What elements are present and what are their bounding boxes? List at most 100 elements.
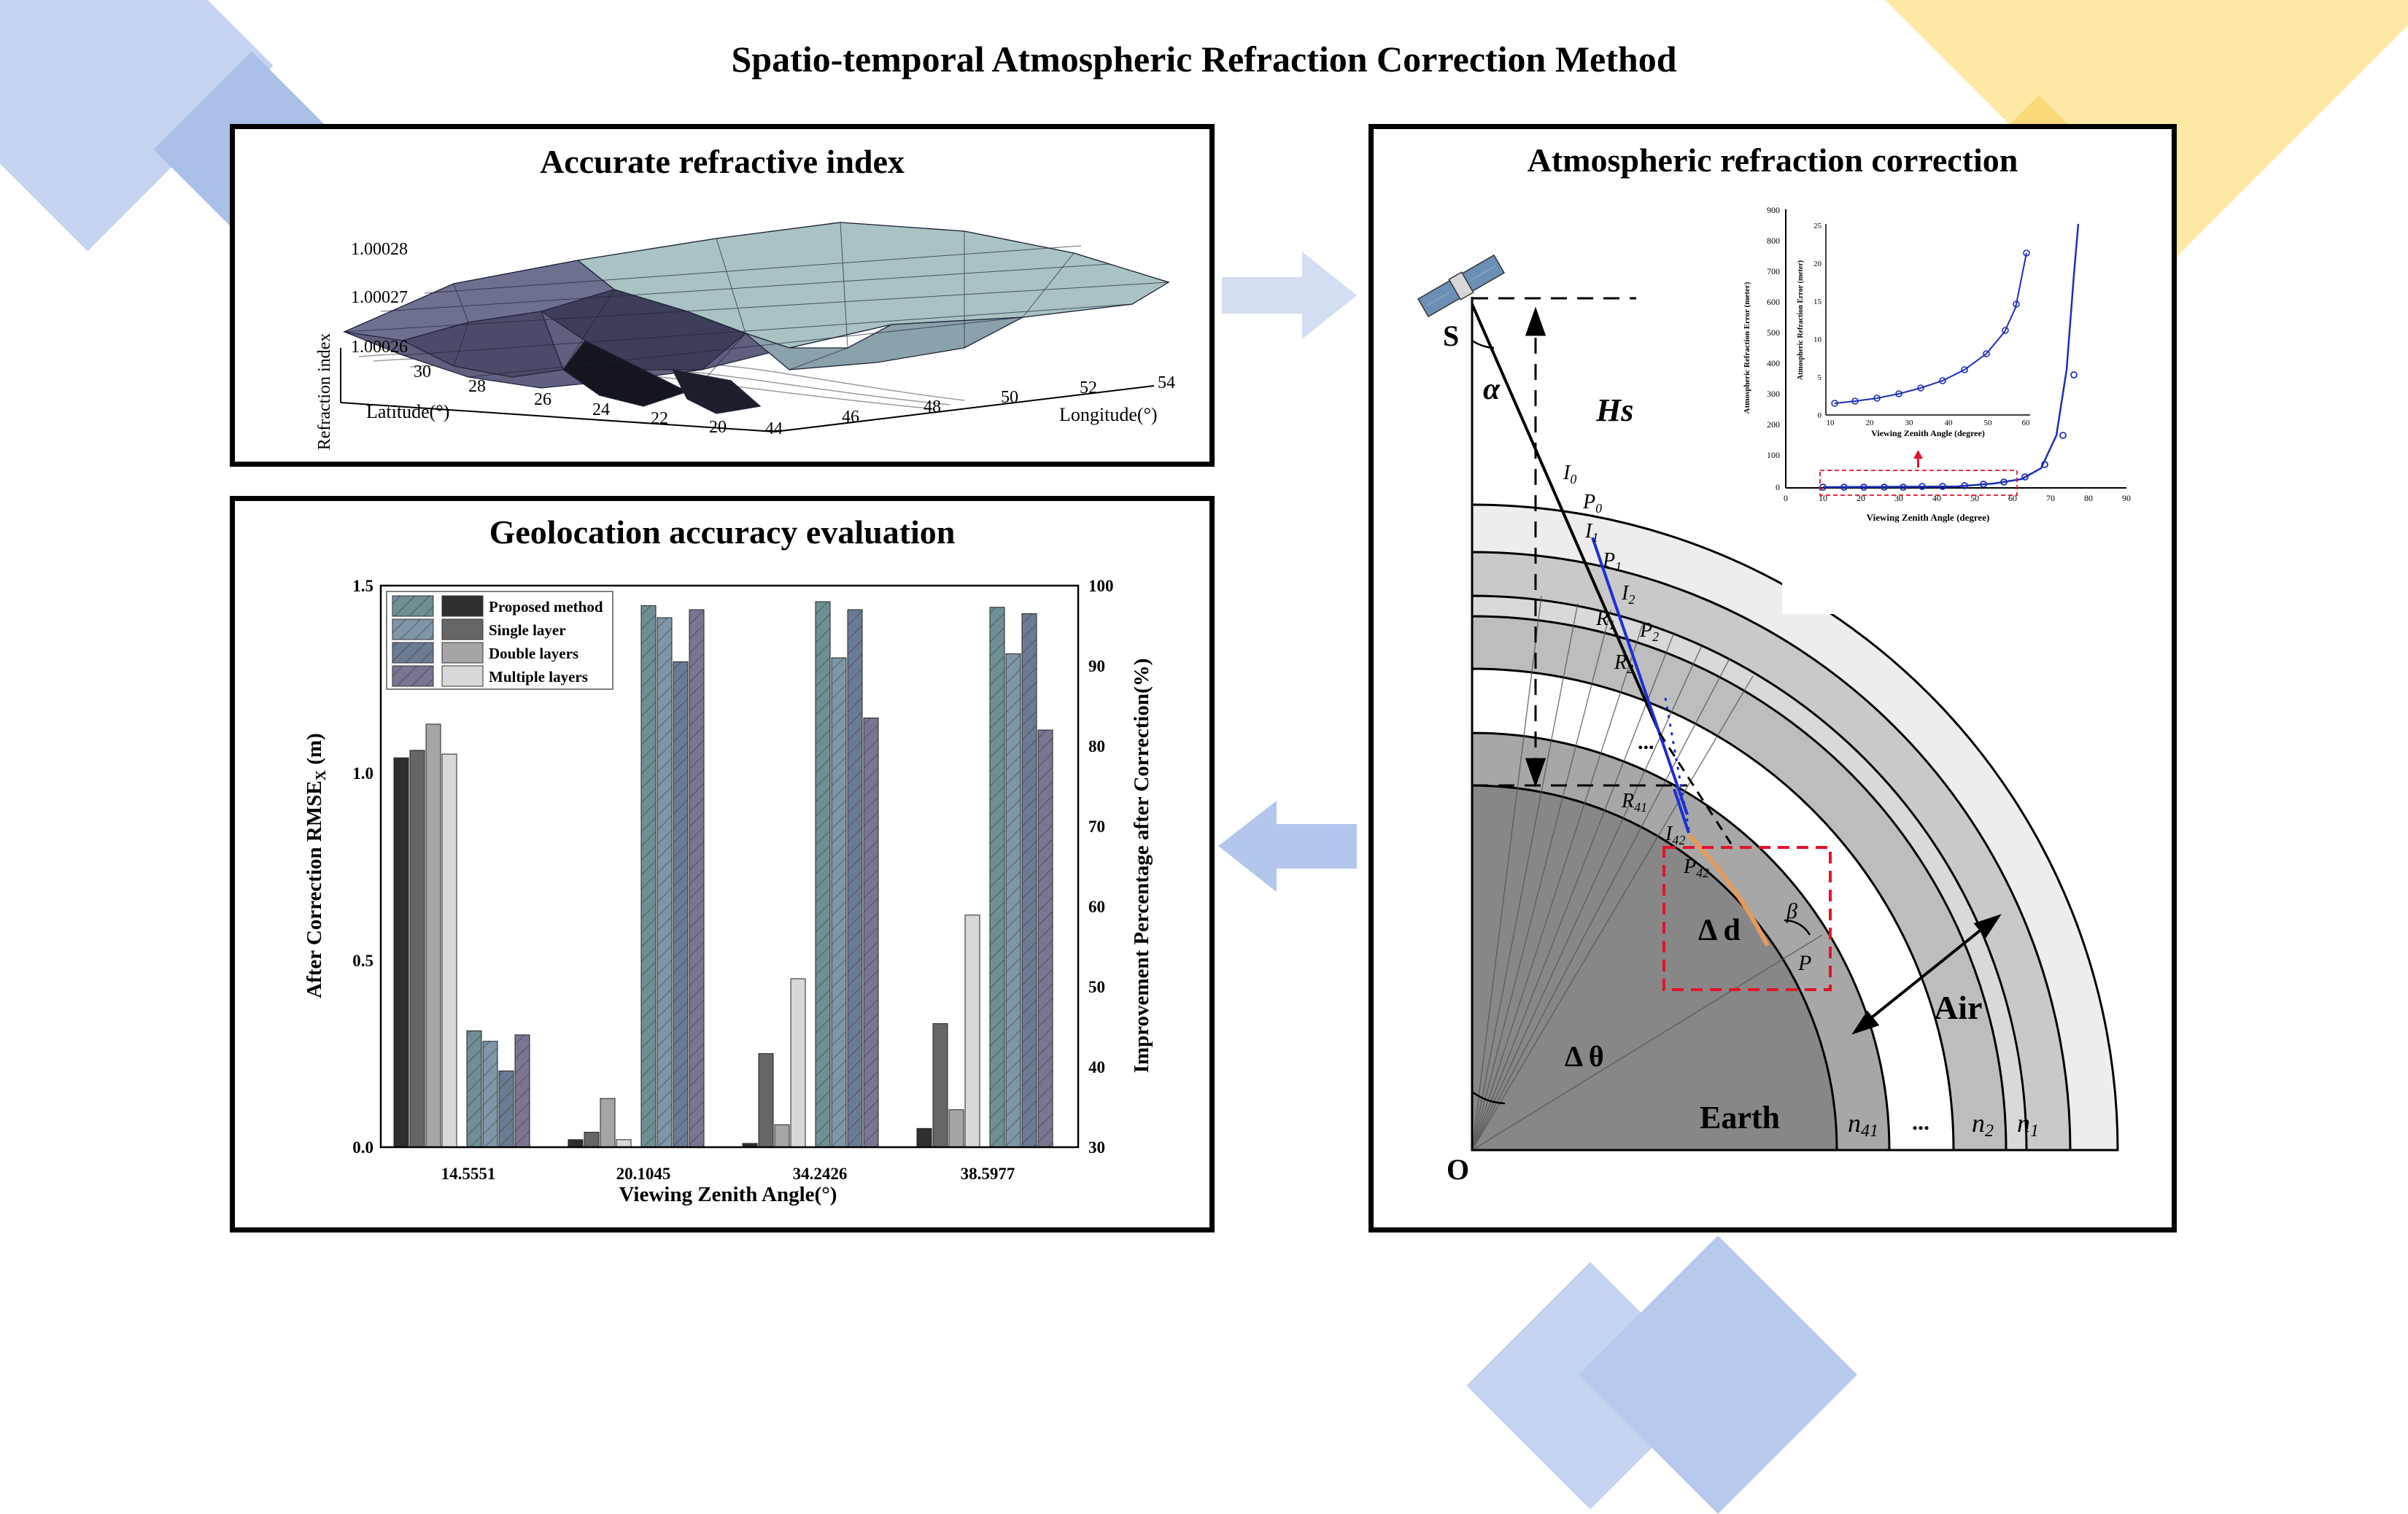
y2-tick-30: 30 <box>1088 1138 1105 1157</box>
bar-multiple-layers-2 <box>790 978 806 1148</box>
svg-text:700: 700 <box>1767 266 1780 276</box>
y-axis-label-unit: (m) <box>303 733 326 770</box>
svg-text:0: 0 <box>1784 493 1788 503</box>
air-thickness-arrow-icon <box>1851 914 2002 1035</box>
bar-hatch-0-1 <box>641 605 656 1147</box>
y-tick-3: 1.5 <box>352 577 373 595</box>
y-tick-0: 0.0 <box>352 1138 373 1157</box>
svg-text:600: 600 <box>1767 297 1780 307</box>
svg-text:50: 50 <box>1984 419 1993 427</box>
svg-text:30: 30 <box>1905 419 1914 427</box>
arrow-right-icon <box>1222 252 1357 339</box>
inset-inner-yticks: 25 20 15 10 5 0 <box>1813 222 1822 420</box>
bar-proposed-method-1 <box>568 1139 584 1148</box>
y2-ticks: 30 40 50 60 70 80 90 100 <box>1088 577 1114 1157</box>
x-tick-2: 20.1045 <box>616 1165 671 1183</box>
svg-text:80: 80 <box>2084 493 2093 503</box>
svg-text:5: 5 <box>1818 373 1822 382</box>
label-n1: n1 <box>2017 1109 2039 1141</box>
y2-tick-40: 40 <box>1088 1058 1105 1076</box>
hs-arrow-icon <box>1525 306 1546 788</box>
lon-axis-label: Longitude(°) <box>1059 404 1158 425</box>
bar-hatch-2-1 <box>673 661 688 1147</box>
svg-text:0: 0 <box>1818 411 1822 420</box>
y2-tick-50: 50 <box>1088 978 1105 996</box>
svg-text:20: 20 <box>1813 260 1822 268</box>
inset-error-chart: Atmospheric Refraction Error (meter) Vie… <box>1743 205 2140 614</box>
label-delta-theta: Δ θ <box>1565 1040 1604 1073</box>
geolocation-bar-chart: Proposed method Single layer Double laye… <box>303 577 1153 1206</box>
y2-tick-80: 80 <box>1088 737 1105 756</box>
label-ray-dots: ... <box>1638 730 1654 754</box>
y-axis-label-sub: X <box>313 769 329 780</box>
inset-inner-xticks: 10 20 30 40 50 60 <box>1827 419 2031 427</box>
label-delta-d: Δ d <box>1698 914 1741 947</box>
bar-single-layer-2 <box>758 1053 774 1148</box>
refractive-index-panel: Accurate refractive index <box>230 124 1215 467</box>
bar-multiple-layers-0 <box>441 753 457 1148</box>
label-P42: P42 <box>1683 855 1709 880</box>
lon-tick-54: 54 <box>1158 373 1175 392</box>
svg-text:40: 40 <box>1945 419 1954 427</box>
ray-path <box>1471 303 1770 947</box>
bar-proposed-method-3 <box>916 1127 932 1148</box>
legend-proposed: Proposed method <box>489 598 603 616</box>
bar-hatch-3-1 <box>689 610 704 1147</box>
bar-single-layer-3 <box>932 1023 948 1148</box>
lat-tick-24: 24 <box>592 400 610 419</box>
svg-text:400: 400 <box>1767 358 1780 368</box>
atmosphere-layers <box>1471 503 2119 1152</box>
page-title: Spatio-temporal Atmospheric Refraction C… <box>731 39 1677 79</box>
label-P0: P0 <box>1582 491 1602 516</box>
svg-text:10: 10 <box>1827 419 1835 427</box>
label-S: S <box>1443 319 1459 352</box>
bar-hatch-2-0 <box>499 1071 514 1147</box>
y2-tick-60: 60 <box>1088 898 1105 916</box>
label-I1: I1 <box>1584 520 1598 545</box>
delta-theta-arc <box>1471 1090 1506 1105</box>
satellite-icon <box>1417 254 1505 318</box>
inset-outer-yticks: 900 800 700 600 500 400 300 200 100 0 <box>1767 205 1780 492</box>
y2-tick-70: 70 <box>1088 818 1105 836</box>
svg-text:10: 10 <box>1813 335 1822 344</box>
label-R1: R1 <box>1595 607 1615 632</box>
bar-hatch-1-2 <box>832 658 846 1147</box>
svg-text:20: 20 <box>1866 419 1875 427</box>
bar-double-layers-0 <box>425 723 441 1148</box>
zoom-box <box>1662 846 1832 991</box>
bar-hatch-2-3 <box>1022 613 1037 1147</box>
svg-text:200: 200 <box>1767 419 1780 430</box>
x-axis-label: Viewing Zenith Angle(°) <box>619 1183 837 1206</box>
svg-text:30: 30 <box>1894 493 1903 503</box>
bar-proposed-method-0 <box>393 757 409 1148</box>
geolocation-panel: Geolocation accuracy evaluation Proposed… <box>230 496 1215 1232</box>
z-tick-1: 1.00028 <box>351 240 408 259</box>
inset-outer-xlabel: Viewing Zenith Angle (degree) <box>1867 512 1990 523</box>
legend-multiple: Multiple layers <box>489 668 588 686</box>
chart-legend: Proposed method Single layer Double laye… <box>386 591 613 690</box>
svg-text:60: 60 <box>2008 493 2017 503</box>
bar-hatch-3-2 <box>864 718 878 1147</box>
svg-text:50: 50 <box>1970 493 1979 503</box>
bar-hatch-1-1 <box>657 618 672 1147</box>
z-tick-2: 1.00027 <box>351 288 408 307</box>
geolocation-panel-title: Geolocation accuracy evaluation <box>489 513 956 551</box>
lat-tick-28: 28 <box>468 377 486 396</box>
bar-hatch-0-3 <box>990 607 1004 1147</box>
bar-hatch-1-0 <box>483 1041 498 1147</box>
x-tick-4: 38.5977 <box>961 1165 1015 1183</box>
svg-text:60: 60 <box>2022 419 2031 427</box>
label-R2: R2 <box>1614 651 1633 676</box>
correction-panel-title: Atmospheric refraction correction <box>1527 141 2018 179</box>
surface-mesh <box>342 222 1170 414</box>
bar-hatch-0-2 <box>816 602 830 1147</box>
svg-text:90: 90 <box>2122 493 2131 503</box>
lon-tick-52: 52 <box>1080 378 1097 397</box>
plot-frame <box>379 584 1080 1149</box>
label-Hs: Hs <box>1595 392 1633 428</box>
svg-text:100: 100 <box>1767 450 1780 460</box>
label-n-dots: ... <box>1912 1109 1929 1135</box>
bar-hatch-0-0 <box>467 1030 481 1147</box>
lon-tick-48: 48 <box>924 397 941 416</box>
svg-text:20: 20 <box>1857 493 1865 503</box>
